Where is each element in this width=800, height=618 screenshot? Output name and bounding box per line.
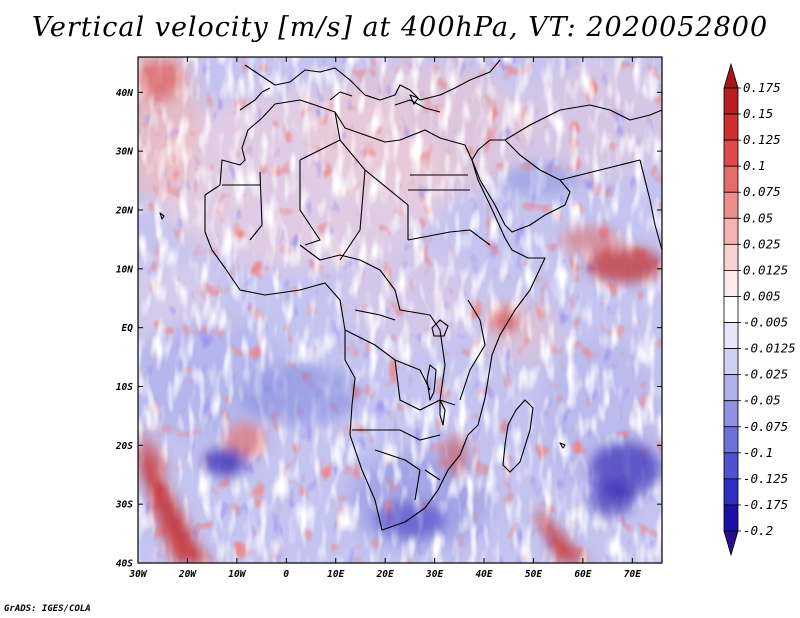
y-tick-label: 10N: [116, 264, 133, 275]
colorbar-label: 0.15: [743, 106, 773, 121]
x-tick-label: 20W: [178, 569, 197, 580]
colorbar-label: 0.025: [743, 236, 781, 251]
colorbar-swatch: [723, 165, 739, 193]
colorbar-label: -0.125: [743, 471, 788, 486]
x-tick-label: 60E: [574, 569, 591, 580]
colorbar: 0.175 0.15 0.125 0.1 0.075 0.05 0.025 0.0125 0.0…: [723, 62, 796, 557]
colorbar-swatch: [723, 217, 739, 245]
y-tick-label: EQ: [122, 323, 134, 334]
x-tick-label: 30W: [128, 569, 147, 580]
y-tick-label: 40N: [116, 88, 133, 99]
colorbar-label: -0.075: [743, 419, 788, 434]
colorbar-swatch: [723, 426, 739, 454]
colorbar-label: 0.1: [743, 158, 766, 173]
colorbar-label: 0.0125: [743, 262, 788, 277]
colorbar-swatch: [723, 452, 739, 480]
colorbar-label: 0.175: [743, 80, 781, 95]
colorbar-label: 0.125: [743, 132, 781, 147]
x-tick-label: 10E: [327, 569, 344, 580]
x-tick-label: 0: [283, 569, 289, 580]
colorbar-swatch: [723, 296, 739, 323]
colorbar-label: 0.075: [743, 184, 781, 199]
colorbar-label: -0.0125: [743, 341, 796, 356]
colorbar-label: -0.1: [743, 445, 773, 460]
colorbar-swatch: [723, 400, 739, 428]
x-tick-label: 50E: [525, 569, 542, 580]
x-tick-label: 40E: [475, 569, 492, 580]
colorbar-swatch: [723, 191, 739, 219]
colorbar-label: -0.05: [743, 393, 781, 408]
colorbar-label: -0.2: [743, 523, 773, 538]
x-axis: 30W 20W 10W 0 10E 20E 30E 40E 50E 60E 70E: [128, 57, 641, 580]
colorbar-swatch: [723, 348, 739, 376]
x-tick-label: 20E: [376, 569, 394, 580]
x-tick-label: 30E: [425, 569, 443, 580]
y-tick-label: 10S: [116, 382, 133, 393]
x-tick-label: 10W: [228, 569, 246, 580]
coastlines: [159, 59, 662, 531]
y-tick-label: 20N: [115, 205, 133, 216]
colorbar-swatch: [723, 139, 739, 167]
velocity-field: [138, 57, 662, 563]
y-tick-label: 20S: [115, 441, 133, 452]
colorbar-arrow-top: [723, 62, 739, 89]
colorbar-label: -0.025: [743, 367, 788, 382]
plot-frame: [137, 56, 663, 564]
y-tick-label: 40S: [116, 559, 133, 570]
colorbar-swatch: [723, 270, 739, 297]
colorbar-swatch: [723, 374, 739, 402]
x-tick-label: 70E: [624, 569, 641, 580]
y-axis: 40S 30S 20S 10S EQ 10N 20N 30N 40N: [115, 88, 662, 570]
grads-credit: GrADS: IGES/COLA: [4, 604, 91, 614]
colorbar-swatch: [723, 113, 739, 141]
colorbar-swatch: [723, 87, 739, 115]
colorbar-swatch: [723, 504, 739, 532]
colorbar-label: -0.175: [743, 497, 788, 512]
y-tick-label: 30S: [115, 500, 133, 511]
colorbar-swatch: [723, 322, 739, 349]
chart-title: Vertical velocity [m/s] at 400hPa, VT: 2…: [31, 12, 769, 43]
colorbar-swatch: [723, 478, 739, 506]
colorbar-arrow-bottom: [723, 530, 739, 557]
y-tick-label: 30N: [115, 147, 133, 158]
colorbar-label: 0.005: [743, 288, 781, 303]
colorbar-label: 0.05: [743, 210, 773, 225]
colorbar-swatch: [723, 243, 739, 271]
colorbar-label: -0.005: [743, 315, 788, 330]
